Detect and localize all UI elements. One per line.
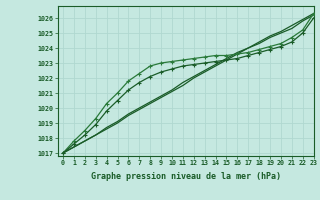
- X-axis label: Graphe pression niveau de la mer (hPa): Graphe pression niveau de la mer (hPa): [91, 172, 281, 181]
